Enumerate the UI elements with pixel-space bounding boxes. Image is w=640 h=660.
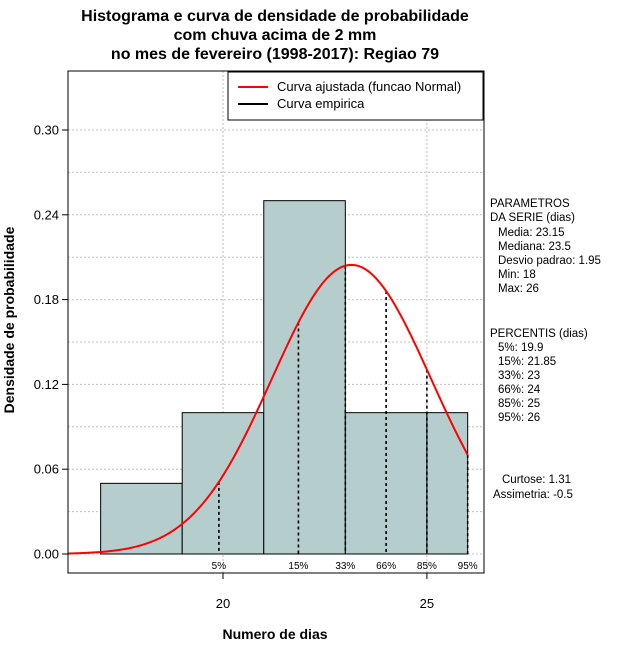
- param-max: Max: 26: [498, 283, 539, 295]
- percentil-95: 95%: 26: [498, 412, 540, 424]
- histogram-bar-0: [100, 482, 183, 555]
- param-mediana: Mediana: 23.5: [498, 241, 571, 253]
- y-axis-label: Densidade de probabilidade: [1, 226, 17, 413]
- percentil-85: 85%: 25: [498, 398, 540, 410]
- percentil-33: 33%: 23: [498, 370, 540, 382]
- y-tick-label-1: 0.06: [34, 462, 59, 477]
- x-axis-label: Numero de dias: [222, 626, 327, 642]
- plot-frame: [67, 70, 485, 574]
- histogram-bar-2: [263, 200, 346, 555]
- histogram-bars: [100, 200, 469, 555]
- legend-label-normal: Curva ajustada (funcao Normal): [277, 79, 461, 94]
- percentile-label-1: 15%: [288, 561, 308, 572]
- percentile-label-4: 85%: [417, 561, 437, 572]
- percentil-66: 66%: 24: [498, 384, 541, 396]
- assimetria-text: Assimetria: -0.5: [493, 489, 573, 501]
- y-tick-label-2: 0.12: [34, 377, 59, 392]
- params-title: PARAMETROS: [490, 198, 570, 210]
- percentil-15: 15%: 21.85: [498, 356, 556, 368]
- chart-title-line-2: com chuva acima de 2 mm: [174, 27, 377, 44]
- curtose-text: Curtose: 1.31: [502, 474, 571, 486]
- histogram-bar-4: [426, 412, 469, 555]
- y-tick-label-0: 0.00: [34, 547, 59, 562]
- chart-title-line-1: Histograma e curva de densidade de proba…: [81, 8, 469, 25]
- param-desvio: Desvio padrao: 1.95: [498, 255, 601, 267]
- y-tick-label-4: 0.24: [34, 207, 59, 222]
- legend-box: [227, 71, 484, 121]
- percentile-lines: 5% 15% 33% 66% 85% 95%: [212, 265, 478, 572]
- axes: 0.00 0.06 0.12 0.18 0.24 0.30 20 25: [34, 123, 434, 612]
- histogram-bar-1: [181, 412, 265, 555]
- series-parameters: PARAMETROS DA SERIE (dias) Media: 23.15 …: [490, 198, 601, 295]
- x-tick-label-1: 25: [420, 596, 434, 611]
- percentil-5: 5%: 19.9: [498, 342, 543, 354]
- normal-curve-line: [67, 263, 469, 555]
- legend-label-empirical: Curva empirica: [277, 96, 365, 111]
- y-tick-label-3: 0.18: [34, 292, 59, 307]
- chart-title-line-3: no mes de fevereiro (1998-2017): Regiao …: [111, 46, 439, 63]
- param-min: Min: 18: [498, 269, 536, 281]
- y-tick-label-5: 0.30: [34, 123, 59, 138]
- percentiles-list: PERCENTIS (dias) 5%: 19.9 15%: 21.85 33%…: [490, 328, 588, 424]
- percentile-label-5: 95%: [458, 561, 478, 572]
- legend: Curva ajustada (funcao Normal) Curva emp…: [227, 71, 484, 121]
- percentile-label-2: 33%: [335, 561, 355, 572]
- percentis-title: PERCENTIS (dias): [490, 328, 588, 340]
- percentile-label-3: 66%: [376, 561, 396, 572]
- fitted-curve: [67, 263, 469, 555]
- params-title-2: DA SERIE (dias): [490, 212, 575, 224]
- x-tick-label-0: 20: [216, 596, 230, 611]
- param-media: Media: 23.15: [498, 227, 565, 239]
- percentile-label-0: 5%: [212, 561, 227, 572]
